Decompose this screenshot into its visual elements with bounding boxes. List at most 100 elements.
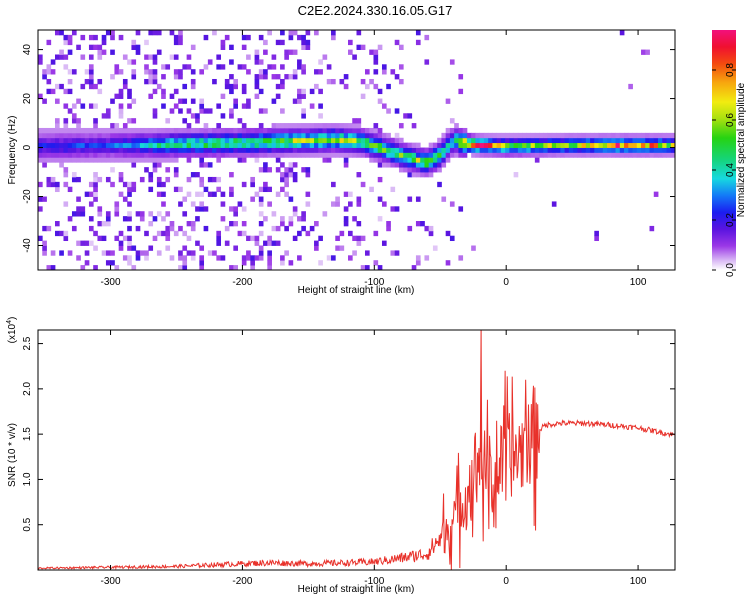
heatmap-cell bbox=[628, 152, 633, 158]
heatmap-cell bbox=[165, 118, 171, 124]
heatmap-cell bbox=[233, 206, 238, 212]
heatmap-cell bbox=[139, 152, 145, 158]
heatmap-cell bbox=[275, 167, 281, 173]
heatmap-cell bbox=[144, 255, 149, 261]
heatmap-cell bbox=[165, 137, 171, 144]
heatmap-cell bbox=[195, 137, 200, 144]
heatmap-cell bbox=[280, 127, 285, 134]
heatmap-cell bbox=[173, 186, 179, 193]
heatmap-cell bbox=[88, 201, 94, 207]
heatmap-cell bbox=[54, 152, 60, 158]
heatmap-cell bbox=[479, 132, 485, 139]
heatmap-cell bbox=[492, 152, 498, 158]
heatmap-cell bbox=[263, 162, 268, 168]
heatmap-cell bbox=[598, 132, 604, 139]
heatmap-cell bbox=[97, 147, 103, 153]
heatmap-cell bbox=[161, 230, 166, 237]
heatmap-cell bbox=[331, 181, 336, 188]
heatmap-cell bbox=[292, 147, 298, 153]
heatmap-cell bbox=[122, 127, 128, 134]
heatmap-cell bbox=[67, 132, 73, 139]
heatmap-cell bbox=[220, 191, 226, 197]
heatmap-cell bbox=[59, 83, 64, 90]
heatmap-cell bbox=[131, 69, 137, 75]
heatmap-cell bbox=[105, 142, 111, 148]
heatmap-cell bbox=[462, 142, 468, 148]
heatmap-cell bbox=[615, 147, 621, 153]
heatmap-cell bbox=[280, 39, 285, 46]
heatmap-cell bbox=[352, 54, 357, 60]
heatmap-cell bbox=[437, 137, 442, 144]
heatmap-cell bbox=[105, 137, 111, 144]
heatmap-cell bbox=[139, 157, 145, 163]
heatmap-cell bbox=[488, 147, 493, 153]
heatmap-cell bbox=[658, 142, 663, 148]
heatmap-cell bbox=[407, 157, 413, 163]
heatmap-cell bbox=[93, 132, 98, 139]
heatmap-cell bbox=[335, 245, 340, 251]
heatmap-cell bbox=[224, 78, 230, 85]
heatmap-cell bbox=[658, 152, 663, 158]
heatmap-cell bbox=[509, 132, 515, 139]
heatmap-cell bbox=[352, 152, 357, 158]
heatmap-cell bbox=[42, 98, 47, 104]
heatmap-cell bbox=[105, 30, 111, 36]
heatmap-cell bbox=[80, 137, 86, 144]
heatmap-cell bbox=[335, 152, 340, 158]
heatmap-cell bbox=[144, 230, 149, 237]
heatmap-cell bbox=[602, 152, 608, 158]
heatmap-cell bbox=[203, 137, 209, 144]
heatmap-cell bbox=[118, 137, 124, 144]
heatmap-cell bbox=[305, 201, 311, 207]
heatmap-cell bbox=[84, 250, 90, 256]
heatmap-cell bbox=[377, 44, 383, 50]
heatmap-cell bbox=[144, 157, 149, 163]
heatmap-cell bbox=[275, 240, 281, 246]
heatmap-cell bbox=[466, 142, 472, 148]
heatmap-cell bbox=[343, 216, 349, 222]
heatmap-cell bbox=[437, 181, 442, 188]
heatmap-cell bbox=[267, 260, 272, 266]
heatmap-cell bbox=[229, 172, 234, 178]
heatmap-cell bbox=[666, 132, 672, 139]
heatmap-cell bbox=[390, 162, 396, 168]
heatmap-cell bbox=[624, 152, 629, 158]
heatmap-cell bbox=[322, 132, 328, 139]
heatmap-cell bbox=[38, 157, 43, 163]
heatmap-cell bbox=[80, 152, 86, 158]
heatmap-cell bbox=[670, 132, 675, 139]
heatmap-cell bbox=[505, 142, 510, 148]
heatmap-cell bbox=[152, 152, 158, 158]
heatmap-cell bbox=[254, 83, 260, 90]
heatmap-cell bbox=[335, 127, 340, 134]
heatmap-cell bbox=[560, 132, 565, 139]
heatmap-cell bbox=[526, 147, 532, 153]
heatmap-cell bbox=[449, 127, 455, 134]
heatmap-cell bbox=[156, 176, 162, 183]
heatmap-cell bbox=[458, 127, 464, 134]
heatmap-cell bbox=[152, 127, 158, 134]
heatmap-cell bbox=[93, 147, 98, 153]
heatmap-cell bbox=[377, 132, 383, 139]
heatmap-cell bbox=[144, 64, 149, 70]
heatmap-cell bbox=[377, 176, 383, 183]
heatmap-cell bbox=[381, 103, 387, 109]
heatmap-cell bbox=[169, 152, 175, 158]
heatmap-cell bbox=[144, 54, 149, 60]
heatmap-cell bbox=[199, 157, 205, 163]
heatmap-cell bbox=[135, 132, 141, 139]
heatmap-cell bbox=[233, 152, 238, 158]
heatmap-cell bbox=[122, 152, 128, 158]
heatmap-cell bbox=[54, 157, 60, 163]
heatmap-cell bbox=[216, 64, 222, 70]
heatmap-cell bbox=[619, 132, 625, 139]
heatmap-cell bbox=[63, 103, 69, 109]
colorbar-label: Normalized spectral amplitude bbox=[736, 82, 747, 217]
heatmap-cell bbox=[203, 225, 209, 232]
heatmap-cell bbox=[50, 127, 56, 134]
heatmap-cell bbox=[301, 216, 306, 222]
heatmap-cell bbox=[280, 216, 285, 222]
heatmap-cell bbox=[632, 142, 638, 148]
heatmap-cell bbox=[369, 147, 374, 153]
heatmap-cell bbox=[59, 54, 64, 60]
